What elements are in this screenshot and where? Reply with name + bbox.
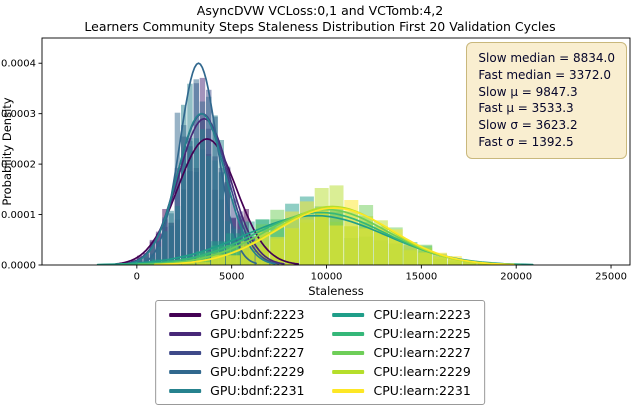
- stats-line-fast-median: Fast median = 3372.0: [478, 67, 612, 82]
- hist-bar: [314, 210, 329, 265]
- hist-bar: [174, 206, 181, 265]
- stats-line-fast-mu: Fast μ = 3533.3: [478, 101, 574, 116]
- hist-bar: [462, 261, 477, 265]
- y-tick-label: 0.0001: [1, 210, 36, 221]
- hist-bar: [155, 246, 162, 265]
- legend: GPU:bdnf:2223 GPU:bdnf:2225 GPU:bdnf:222…: [155, 300, 485, 405]
- legend-label: CPU:learn:2227: [373, 345, 471, 360]
- hist-bar: [212, 115, 218, 265]
- x-tick-label: 15000: [405, 272, 437, 283]
- legend-swatch: [332, 312, 365, 317]
- legend-swatch: [332, 388, 365, 393]
- legend-label: GPU:bdnf:2231: [210, 383, 305, 398]
- hist-bar: [225, 255, 240, 265]
- legend-swatch: [169, 369, 202, 374]
- x-tick-label: 0: [134, 272, 140, 283]
- hist-bar: [418, 252, 433, 265]
- hist-bar: [299, 201, 314, 265]
- stats-line-slow-median: Slow median = 8834.0: [478, 51, 615, 65]
- legend-item: GPU:bdnf:2231: [169, 383, 305, 398]
- y-tick-label: 0.0002: [1, 160, 36, 171]
- legend-label: CPU:learn:2225: [373, 326, 471, 341]
- kde-curve: [153, 207, 515, 265]
- legend-item: CPU:learn:2227: [332, 345, 471, 360]
- legend-swatch: [332, 369, 365, 374]
- legend-label: GPU:bdnf:2225: [210, 326, 305, 341]
- hist-bar: [206, 156, 212, 265]
- hist-bar: [143, 254, 149, 265]
- legend-swatch: [332, 331, 365, 336]
- legend-item: CPU:learn:2225: [332, 326, 471, 341]
- legend-swatch: [332, 350, 365, 355]
- hist-bar: [403, 244, 418, 265]
- legend-label: GPU:bdnf:2229: [210, 364, 305, 379]
- legend-label: GPU:bdnf:2227: [210, 345, 305, 360]
- stats-line-slow-mu: Slow μ = 9847.3: [478, 84, 578, 99]
- y-tick-label: 0.0003: [1, 109, 36, 120]
- legend-item: GPU:bdnf:2229: [169, 364, 305, 379]
- x-tick-label: 20000: [500, 272, 532, 283]
- legend-label: CPU:learn:2229: [373, 364, 471, 379]
- hist-bar: [162, 231, 168, 265]
- legend-swatch: [169, 312, 202, 317]
- legend-label: GPU:bdnf:2223: [210, 307, 305, 322]
- plot-border: [41, 37, 631, 266]
- y-tick-label: 0.0004: [1, 59, 36, 70]
- legend-item: CPU:learn:2223: [332, 307, 471, 322]
- hist-bar: [193, 138, 199, 265]
- hist-bar: [359, 228, 374, 265]
- legend-item: GPU:bdnf:2227: [169, 345, 305, 360]
- legend-swatch: [169, 388, 202, 393]
- hist-bar: [285, 211, 300, 265]
- kde-curve: [115, 138, 300, 265]
- legend-item: CPU:learn:2229: [332, 364, 471, 379]
- kde-layer: [96, 62, 534, 265]
- chart-title-line1: AsyncDVW VCLoss:0,1 and VCTomb:4,2: [196, 3, 444, 18]
- legend-swatch: [169, 350, 202, 355]
- kde-curve: [126, 112, 276, 265]
- histogram-layer: [124, 77, 507, 265]
- hist-bar: [196, 262, 211, 265]
- plot-area: 0 5000 10000 15000 20000 25000 0.0000 0.0001 0.0…: [0, 37, 631, 298]
- stats-box: Slow median = 8834.0 Fast median = 3372.…: [466, 42, 627, 159]
- stats-line-fast-sigma: Fast σ = 1392.5: [478, 134, 574, 149]
- hist-bar: [211, 255, 226, 265]
- hist-bar: [224, 174, 231, 265]
- hist-bar: [187, 83, 193, 265]
- legend-swatch: [169, 331, 202, 336]
- x-tick-label: 25000: [595, 272, 627, 283]
- y-tick-label: 0.0000: [1, 261, 36, 272]
- hist-bar: [181, 263, 196, 265]
- legend-label: CPU:learn:2223: [373, 307, 471, 322]
- hist-bar: [181, 104, 187, 265]
- legend-item: GPU:bdnf:2223: [169, 307, 305, 322]
- hist-bar: [329, 225, 344, 265]
- hist-bar: [447, 256, 462, 265]
- legend-item: GPU:bdnf:2225: [169, 326, 305, 341]
- legend-item: CPU:learn:2231: [332, 383, 471, 398]
- kde-curve: [140, 62, 257, 265]
- hist-bar: [270, 236, 285, 265]
- x-axis-label: Staleness: [308, 284, 363, 298]
- y-axis-label: Probability Density: [0, 97, 14, 205]
- hist-bar: [218, 140, 224, 265]
- x-tick-label: 10000: [311, 272, 343, 283]
- legend-label: CPU:learn:2231: [373, 383, 471, 398]
- chart-title-line2: Learners Community Steps Staleness Distr…: [84, 18, 556, 34]
- hist-bar: [373, 227, 388, 265]
- x-tick-label: 5000: [219, 272, 244, 283]
- chart-title: AsyncDVW VCLoss:0,1 and VCTomb:4,2 Learn…: [0, 3, 640, 34]
- hist-bar: [168, 210, 174, 265]
- hist-bar: [199, 129, 206, 265]
- stats-line-slow-sigma: Slow σ = 3623.2: [478, 118, 578, 133]
